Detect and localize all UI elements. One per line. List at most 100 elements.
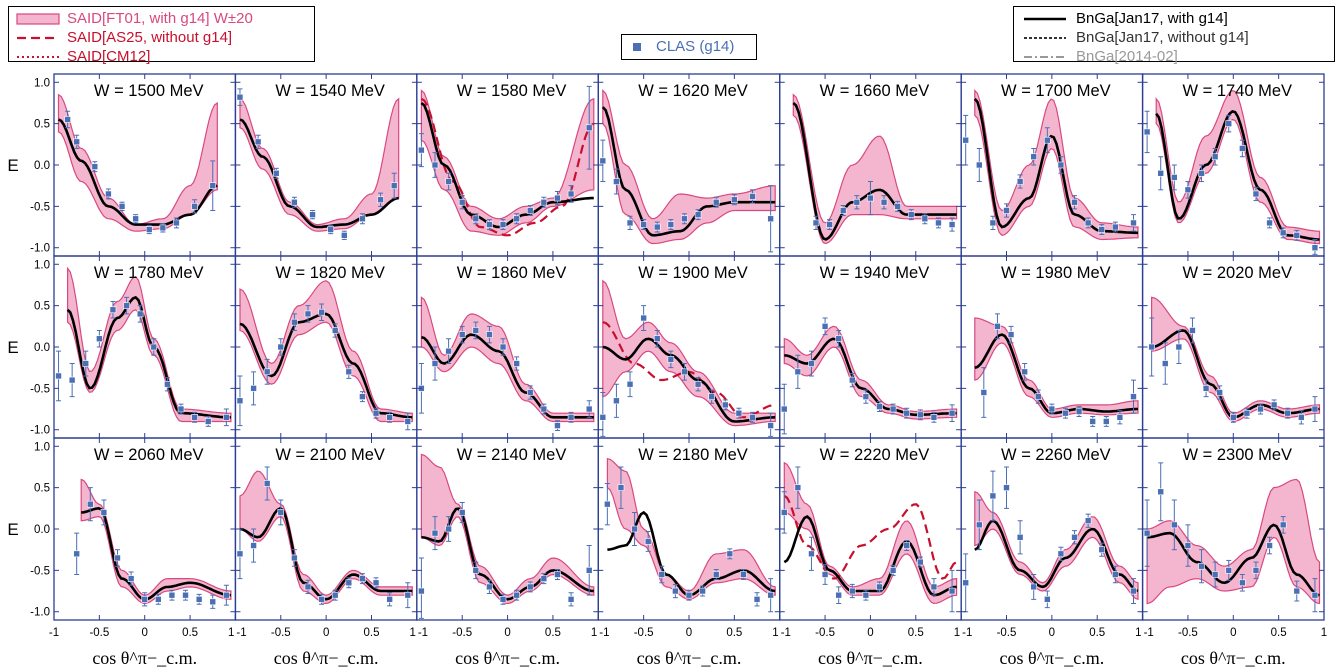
data-point [917,558,924,566]
data-point [839,207,847,214]
x-tick-label: 0.5 [726,627,742,639]
legend-entry-bnga-without: BnGa[Jan17, without g14] [1020,28,1328,47]
data-point [567,190,575,198]
data-point [1143,128,1151,136]
x-tick-label: 1 [409,627,415,639]
data-point [1148,343,1155,351]
y-tick-label: 0.5 [34,119,50,131]
data-point [1298,414,1305,421]
data-point [195,596,203,603]
data-point [681,215,688,223]
data-point [767,422,774,429]
panel-7: W = 1740 MeV [1141,73,1325,257]
y-tick-label: 0.0 [34,524,50,536]
data-point [917,411,924,419]
legend-entry-said-cm12: SAID[CM12] [15,47,308,66]
data-point [930,414,938,421]
data-point [1116,414,1124,421]
legend-entry-clas: CLAS (g14) [630,37,748,56]
data-point [168,591,176,599]
data-point [445,525,452,533]
panel-label: W = 1540 MeV [275,82,385,100]
data-point [1130,587,1137,595]
data-point [554,194,561,202]
data-point [1184,186,1192,194]
data-point [100,509,108,516]
x-tick-label: 0 [323,627,329,639]
legend-label: SAID[AS25, without g14] [67,29,233,46]
data-point [1266,542,1273,549]
data-point [1293,587,1301,595]
data-point [1279,229,1287,237]
data-point [889,405,897,413]
legend-dashdot-swatch [1024,55,1066,58]
panel-16: W = 2100 MeV [234,437,418,621]
data-point [585,124,593,132]
data-point [263,480,271,487]
data-point [386,414,393,421]
x-tick-label: -1 [962,627,972,639]
data-point [486,331,493,338]
data-point [404,591,412,599]
data-point [1021,368,1028,376]
data-point [989,492,997,500]
data-point [1030,153,1038,161]
data-point [604,500,611,508]
data-point [1071,533,1078,541]
data-point [1084,219,1092,227]
data-point [1112,223,1119,231]
data-point [948,221,956,228]
panel-label: W = 1500 MeV [94,82,204,100]
bnga-curve [783,515,957,597]
data-point [526,207,534,214]
data-point [1007,331,1015,338]
data-point [159,224,167,232]
data-point [1198,169,1205,177]
data-point [1229,414,1237,421]
data-point [1211,153,1219,161]
bnga-curve [974,333,1139,415]
data-point [1266,219,1273,227]
data-point [731,196,738,204]
panel-plot-area [418,453,595,619]
data-point [876,583,883,591]
data-point [1098,546,1106,553]
x-tick-label: 0.5 [182,627,198,639]
data-point [96,335,103,343]
data-point [808,360,815,367]
legend-label: BnGa[2014-02] [1076,48,1178,65]
data-point [1084,517,1092,525]
data-point [821,571,829,578]
data-point [331,327,339,334]
data-point [109,306,117,314]
data-point [277,343,285,351]
x-axis-label: cos θ^π−_c.m. [818,648,923,668]
data-point [567,414,575,421]
uncertainty-band [239,470,413,605]
x-tick-label: 0 [142,627,148,639]
panel-21: W = 2300 MeV [1141,437,1325,621]
data-point [1044,136,1051,144]
legend-bnga: BnGa[Jan17, with g14] BnGa[Jan17, withou… [1013,6,1335,65]
data-point [236,93,244,101]
panel-plot-area [418,85,595,237]
panel-label: W = 2220 MeV [820,446,930,464]
data-point [1057,161,1065,169]
bnga-curve [973,97,1138,235]
x-tick-label: -1 [781,627,791,639]
data-point [1239,579,1246,587]
x-axis-label: cos θ^π−_c.m. [999,648,1104,668]
data-point [903,542,911,549]
panel-label: W = 2260 MeV [1001,446,1111,464]
data-point [1252,567,1260,574]
data-point [1030,583,1038,591]
panel-label: W = 2180 MeV [638,446,748,464]
panel-plot-area [974,313,1139,427]
data-point [1157,169,1165,177]
uncertainty-band [420,89,595,236]
data-point [848,376,856,384]
data-point [1057,550,1065,558]
data-point [1184,542,1192,549]
data-point [1175,343,1183,351]
data-point [794,368,802,376]
